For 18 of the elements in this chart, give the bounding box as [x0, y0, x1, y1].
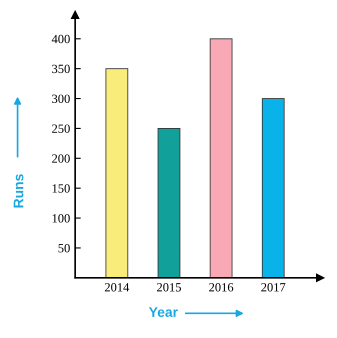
y-tick-label: 150 — [52, 184, 70, 193]
x-tick-label: 2017 — [261, 283, 286, 292]
bar — [105, 68, 128, 278]
x-axis-title: Year — [148, 307, 178, 317]
x-tick-label: 2016 — [209, 283, 234, 292]
y-tick-label: 400 — [52, 34, 70, 44]
y-axis-title: Runs — [14, 174, 24, 208]
y-tick-label: 200 — [52, 154, 70, 163]
y-tick-label: 300 — [52, 94, 70, 103]
bar — [210, 38, 232, 278]
x-tick-label: 2014 — [104, 283, 130, 292]
x-tick-label: 2015 — [157, 283, 181, 292]
bar — [262, 98, 285, 278]
y-tick-label: 250 — [52, 124, 70, 133]
y-tick-label: 350 — [52, 64, 70, 74]
bar — [158, 128, 180, 278]
y-tick-label: 50 — [58, 244, 70, 252]
y-tick-label: 100 — [52, 214, 70, 223]
